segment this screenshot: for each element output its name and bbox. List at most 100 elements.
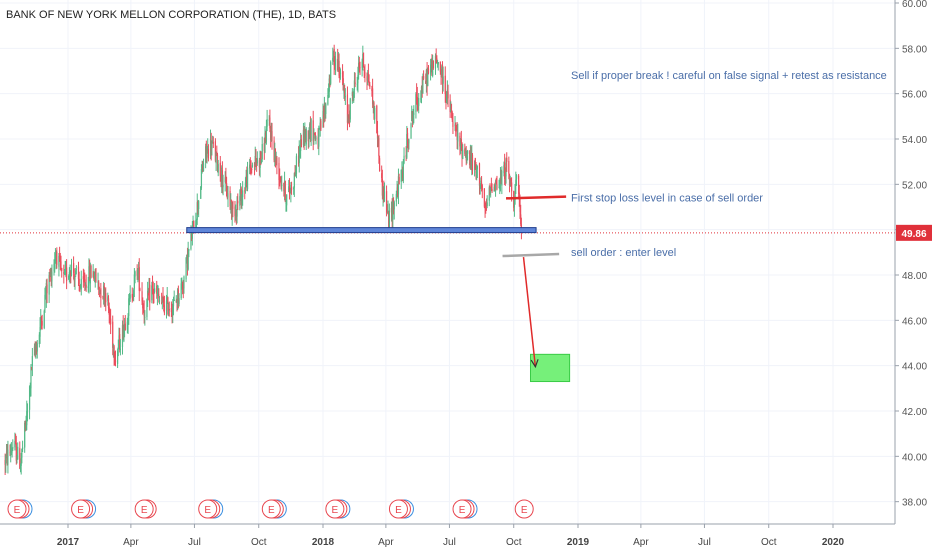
candle-body: [21, 447, 24, 450]
candle: [229, 186, 231, 210]
candle-body: [249, 164, 251, 169]
earnings-marker[interactable]: E: [7, 499, 33, 519]
candle: [259, 150, 261, 178]
candle-body: [260, 159, 263, 163]
candle-body: [7, 449, 9, 465]
candle: [82, 268, 84, 288]
candle: [322, 103, 324, 128]
candle: [215, 151, 217, 171]
candle-body: [17, 446, 19, 460]
last-price-value: 49.86: [901, 229, 926, 240]
candle: [216, 152, 219, 173]
candle: [170, 301, 172, 318]
earnings-marker[interactable]: E: [514, 499, 534, 519]
stop-loss-label: First stop loss level in case of sell or…: [571, 192, 763, 204]
arrow-line[interactable]: [522, 256, 537, 367]
earnings-marker[interactable]: E: [71, 499, 97, 519]
candle-body: [212, 142, 214, 144]
entry-line[interactable]: [502, 252, 560, 258]
candle: [33, 343, 36, 356]
candle-body: [417, 100, 419, 106]
candle: [224, 171, 226, 192]
candle: [364, 64, 366, 83]
candle: [56, 247, 58, 269]
candle: [15, 433, 17, 445]
candle-body: [175, 300, 177, 303]
candle: [454, 116, 456, 131]
candle-body: [259, 150, 261, 168]
candle-body: [300, 139, 302, 148]
candle-body: [178, 298, 180, 304]
candle: [269, 109, 271, 133]
candle-body: [464, 151, 467, 153]
candle-body: [237, 200, 239, 204]
candle: [235, 204, 237, 221]
candle: [371, 85, 373, 97]
candle-body: [123, 328, 125, 342]
candle-body: [499, 182, 501, 190]
candle-body: [181, 284, 184, 289]
earnings-marker[interactable]: E: [452, 499, 478, 519]
candle: [156, 280, 158, 299]
candle: [432, 60, 434, 70]
candle: [166, 286, 168, 305]
candle: [485, 202, 487, 214]
candle: [167, 296, 169, 316]
candle: [260, 151, 262, 166]
candle-body: [90, 266, 92, 278]
candle: [256, 158, 258, 172]
y-tick-label: 40.00: [902, 452, 927, 463]
candle-body: [501, 170, 503, 186]
candle: [198, 199, 200, 218]
candle-body: [168, 309, 170, 311]
candle: [376, 104, 378, 134]
candle: [162, 287, 164, 303]
candle-body: [290, 186, 293, 191]
candle-body: [221, 167, 223, 185]
candle-body: [305, 128, 307, 145]
candle-body: [351, 91, 353, 96]
candle-body: [33, 346, 36, 356]
candle: [240, 186, 242, 209]
y-tick-label: 44.00: [902, 362, 927, 373]
candle-body: [299, 149, 301, 151]
candle-body: [256, 158, 258, 164]
candle: [382, 186, 384, 207]
candle-body: [471, 155, 474, 171]
y-tick-label: 56.00: [902, 90, 927, 101]
candle-body: [285, 203, 287, 205]
support-zone[interactable]: [186, 227, 537, 234]
candle-body: [452, 121, 454, 127]
candle-body: [320, 120, 322, 130]
earnings-marker[interactable]: E: [388, 499, 414, 519]
candle: [134, 270, 136, 284]
candle-body: [224, 177, 226, 183]
earnings-marker[interactable]: E: [134, 499, 157, 519]
candle: [274, 148, 277, 168]
candle: [242, 181, 244, 206]
candle-body: [381, 173, 383, 179]
candle: [31, 366, 33, 371]
candle-body: [5, 456, 7, 464]
target-zone[interactable]: [529, 353, 571, 383]
candle-body: [286, 194, 288, 206]
candle-body: [395, 193, 397, 202]
candle: [73, 268, 75, 287]
candle: [211, 140, 213, 156]
earnings-marker[interactable]: E: [325, 499, 351, 519]
earnings-marker-label: E: [77, 505, 84, 516]
candle-body: [489, 187, 491, 190]
candle: [44, 287, 46, 313]
candle-body: [217, 164, 219, 173]
candle-body: [100, 288, 102, 299]
candle: [78, 271, 80, 292]
candle-body: [74, 276, 76, 280]
candle-body: [205, 143, 207, 156]
candle: [471, 144, 473, 176]
candle-body: [240, 188, 242, 205]
stop-loss-line[interactable]: [506, 195, 567, 200]
earnings-marker[interactable]: E: [198, 499, 224, 519]
candle: [128, 293, 131, 306]
earnings-marker[interactable]: E: [261, 499, 287, 519]
